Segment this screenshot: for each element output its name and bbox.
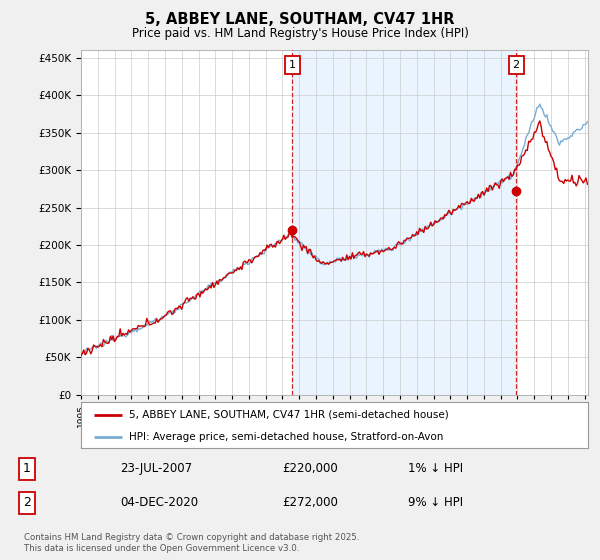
Text: 9% ↓ HPI: 9% ↓ HPI [408, 496, 463, 509]
Text: £220,000: £220,000 [282, 462, 338, 475]
Text: 1% ↓ HPI: 1% ↓ HPI [408, 462, 463, 475]
Text: 5, ABBEY LANE, SOUTHAM, CV47 1HR: 5, ABBEY LANE, SOUTHAM, CV47 1HR [145, 12, 455, 27]
Text: Price paid vs. HM Land Registry's House Price Index (HPI): Price paid vs. HM Land Registry's House … [131, 27, 469, 40]
Text: 1: 1 [23, 462, 31, 475]
Text: 1: 1 [289, 60, 296, 71]
Text: Contains HM Land Registry data © Crown copyright and database right 2025.
This d: Contains HM Land Registry data © Crown c… [24, 533, 359, 553]
Bar [292, 50, 516, 395]
Text: 5, ABBEY LANE, SOUTHAM, CV47 1HR (semi-detached house): 5, ABBEY LANE, SOUTHAM, CV47 1HR (semi-d… [129, 410, 449, 420]
Text: 2: 2 [512, 60, 520, 71]
Text: £272,000: £272,000 [282, 496, 338, 509]
Text: 23-JUL-2007: 23-JUL-2007 [120, 462, 192, 475]
Text: 2: 2 [23, 496, 31, 509]
Text: 04-DEC-2020: 04-DEC-2020 [120, 496, 198, 509]
Text: HPI: Average price, semi-detached house, Stratford-on-Avon: HPI: Average price, semi-detached house,… [129, 432, 443, 441]
